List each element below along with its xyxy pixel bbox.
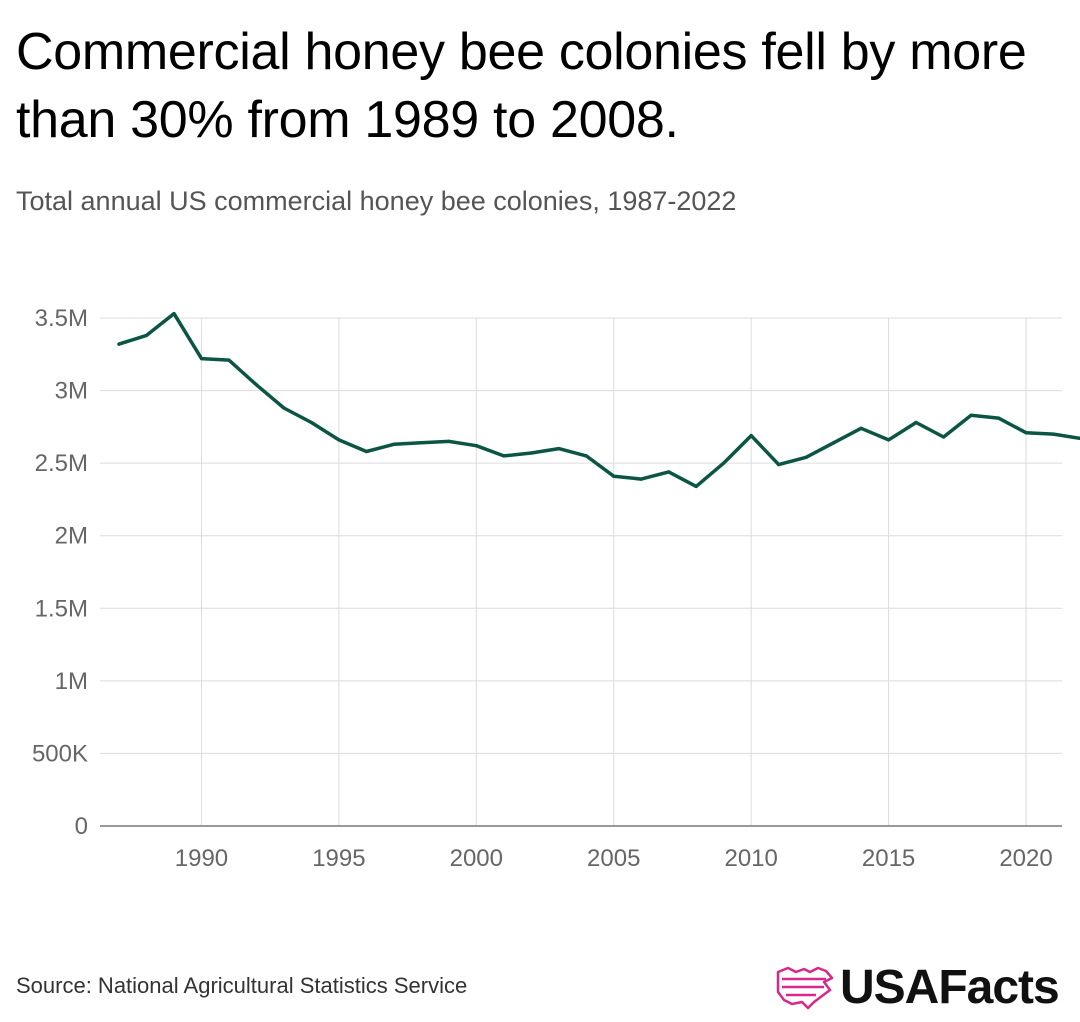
x-tick-label: 1995 <box>312 845 365 872</box>
y-tick-label: 2M <box>55 523 88 550</box>
logo-wordmark: USAFacts <box>840 961 1060 1014</box>
y-tick-label: 2.5M <box>35 450 88 477</box>
series-line <box>117 311 1080 489</box>
x-tick-label: 2020 <box>999 845 1052 872</box>
chart-subtitle: Total annual US commercial honey bee col… <box>16 186 737 216</box>
data-point <box>722 461 726 465</box>
data-point <box>859 426 863 430</box>
data-point <box>1024 431 1028 435</box>
data-point <box>309 420 313 425</box>
data-point <box>282 406 286 410</box>
data-point <box>639 477 643 481</box>
data-point <box>887 438 891 442</box>
data-point <box>364 449 368 454</box>
data-point <box>996 416 1001 420</box>
grid-lines <box>100 317 1062 826</box>
y-tick-label: 3.5M <box>35 305 88 332</box>
chart-title: Commercial honey bee colonies fell by mo… <box>16 23 1027 149</box>
y-tick-label: 1.5M <box>35 595 88 622</box>
data-point <box>117 342 121 346</box>
tick-labels: 0 500K 1M 1.5M 2M 2.5M 3M 3.5M 1990 1995 2000 2005 2… <box>32 305 1053 872</box>
data-point <box>612 474 616 478</box>
data-point <box>804 455 808 459</box>
y-tick-label: 0 <box>75 813 88 840</box>
y-tick-label: 3M <box>55 378 88 405</box>
x-tick-label: 2005 <box>587 845 640 872</box>
x-tick-label: 2015 <box>862 845 915 872</box>
data-point <box>392 442 396 446</box>
data-point <box>419 441 423 445</box>
line-chart: 0 500K 1M 1.5M 2M 2.5M 3M 3.5M 1990 1995 2000 2005 2… <box>32 305 1080 872</box>
data-point <box>474 444 478 448</box>
data-point <box>502 454 506 458</box>
data-point <box>447 439 451 443</box>
data-point <box>941 435 946 439</box>
x-tick-label: 2010 <box>724 845 777 872</box>
data-point <box>172 312 176 316</box>
data-point <box>557 447 561 451</box>
data-point <box>144 333 149 338</box>
source-note: Source: National Agricultural Statistics… <box>16 973 468 998</box>
data-point <box>1051 432 1056 436</box>
usafacts-logo: USAFacts <box>774 958 1074 1018</box>
data-point <box>914 420 918 425</box>
y-tick-label: 500K <box>32 740 88 767</box>
data-point <box>227 358 231 362</box>
data-point <box>337 438 341 442</box>
data-point <box>199 357 204 361</box>
x-tick-label: 2000 <box>450 845 503 872</box>
us-flag-map-icon <box>776 966 834 1010</box>
x-tick-label: 1990 <box>175 845 228 872</box>
data-point <box>584 454 588 458</box>
data-point <box>749 433 753 438</box>
data-point <box>777 462 781 467</box>
y-tick-label: 1M <box>55 668 88 695</box>
data-point <box>254 383 259 387</box>
data-point <box>969 413 973 417</box>
data-point <box>832 441 836 445</box>
series-layer <box>117 311 1080 489</box>
data-point <box>529 451 533 455</box>
data-point <box>694 484 698 488</box>
data-point <box>667 470 671 474</box>
